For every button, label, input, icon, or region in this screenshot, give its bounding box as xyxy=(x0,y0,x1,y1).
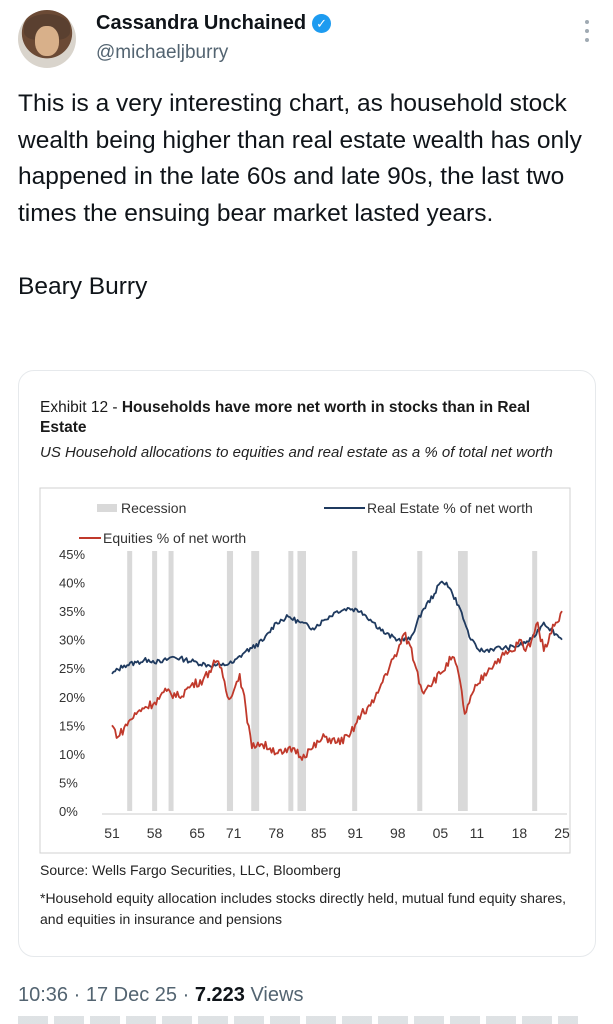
tweet-date[interactable]: 17 Dec 25 xyxy=(85,984,178,1006)
x-tick-label: 11 xyxy=(470,825,485,841)
x-tick-label: 51 xyxy=(104,825,120,841)
chart: Recession Real Estate % of net worth Equit… xyxy=(39,487,571,854)
author-handle[interactable]: @michaeljburry xyxy=(96,42,229,63)
chart-frame xyxy=(39,487,571,854)
legend-recession-label: Recession xyxy=(121,500,186,516)
tweet-meta: 10:36 · 17 Dec 25 · 7.223 Views xyxy=(18,984,303,1007)
x-tick-label: 05 xyxy=(433,825,449,841)
tweet-text: This is a very interesting chart, as hou… xyxy=(18,90,582,300)
x-tick-label: 98 xyxy=(390,825,406,841)
meta-separator-2: · xyxy=(182,984,190,1006)
chart-image-card[interactable]: Exhibit 12 - Households have more net wo… xyxy=(18,370,596,957)
avatar-face xyxy=(35,26,59,56)
y-tick-label: 35% xyxy=(59,604,85,619)
chart-source: Source: Wells Fargo Securities, LLC, Blo… xyxy=(40,862,341,878)
recession-bar xyxy=(297,551,306,811)
recession-bar xyxy=(532,551,538,811)
verified-badge-icon: ✓ xyxy=(312,14,332,33)
recession-bar xyxy=(288,551,294,811)
legend-equities-label: Equities % of net worth xyxy=(103,530,246,546)
exhibit-title: Exhibit 12 - Households have more net wo… xyxy=(40,398,575,438)
next-content-strip xyxy=(18,1016,578,1024)
exhibit-prefix: Exhibit 12 - xyxy=(40,399,122,416)
equities-line xyxy=(111,610,563,761)
x-tick-label: 85 xyxy=(311,825,327,841)
recession-bar xyxy=(251,551,260,811)
chart-footnote: *Household equity allocation includes st… xyxy=(40,890,567,927)
recession-bar xyxy=(352,551,358,811)
views-label: Views xyxy=(250,984,304,1006)
legend-real-estate-label: Real Estate % of net worth xyxy=(367,500,533,516)
recession-bar xyxy=(168,551,174,811)
more-options-icon[interactable] xyxy=(584,20,590,42)
author-name[interactable]: Cassandra Unchained xyxy=(96,12,307,34)
tweet-header: Cassandra Unchained ✓ @michaeljburry xyxy=(18,10,598,70)
x-tick-label: 58 xyxy=(147,825,163,841)
x-tick-label: 91 xyxy=(347,825,363,841)
y-tick-label: 10% xyxy=(59,747,85,762)
recession-bar xyxy=(417,551,423,811)
real-estate-line xyxy=(111,580,563,675)
y-tick-label: 20% xyxy=(59,690,85,705)
y-tick-label: 45% xyxy=(59,547,85,562)
tweet-time[interactable]: 10:36 xyxy=(18,984,69,1006)
exhibit-heading: Households have more net worth in stocks… xyxy=(40,399,531,436)
legend-recession-swatch xyxy=(97,504,117,512)
x-tick-label: 78 xyxy=(268,825,284,841)
x-tick-label: 71 xyxy=(226,825,242,841)
y-tick-label: 5% xyxy=(59,775,78,790)
x-tick-label: 18 xyxy=(512,825,528,841)
views-count: 7.223 xyxy=(194,984,245,1006)
y-tick-label: 0% xyxy=(59,804,78,819)
x-tick-label: 65 xyxy=(189,825,205,841)
meta-separator-1: · xyxy=(73,984,81,1006)
recession-bar xyxy=(458,551,468,811)
y-tick-label: 30% xyxy=(59,633,85,648)
recession-bar xyxy=(152,551,158,811)
y-tick-label: 40% xyxy=(59,576,85,591)
recession-bar xyxy=(127,551,133,811)
author-name-row: Cassandra Unchained ✓ xyxy=(96,12,332,35)
y-tick-label: 15% xyxy=(59,718,85,733)
x-tick-label: 25 xyxy=(554,825,570,841)
avatar[interactable] xyxy=(18,10,76,68)
y-tick-label: 25% xyxy=(59,661,85,676)
chart-subtitle: US Household allocations to equities and… xyxy=(40,444,553,461)
recession-bar xyxy=(226,551,234,811)
